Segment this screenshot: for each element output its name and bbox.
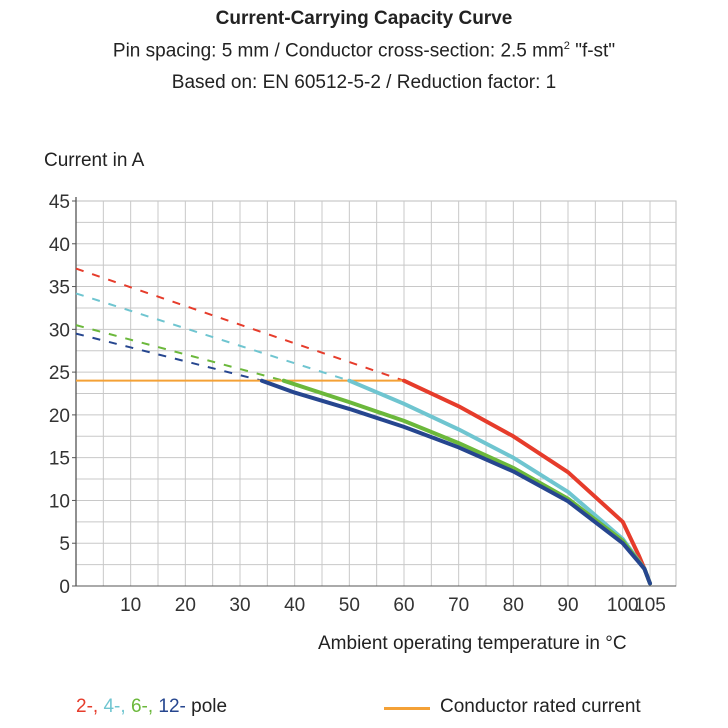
chart-title: Current-Carrying Capacity Curve bbox=[215, 8, 513, 29]
x-tick-label: 80 bbox=[503, 595, 524, 616]
chart-subtitle-spacing: Pin spacing: 5 mm / Conductor cross-sect… bbox=[0, 40, 728, 62]
legend-6-pole: 6- bbox=[130, 696, 148, 717]
x-tick-label: 60 bbox=[393, 595, 414, 616]
x-tick-label: 50 bbox=[339, 595, 360, 616]
series-6-pole-dashed-line bbox=[75, 324, 284, 382]
legend-sep: , bbox=[147, 696, 159, 717]
legend-sep: , bbox=[120, 696, 131, 717]
x-axis-label: Ambient operating temperature in °C bbox=[318, 633, 627, 654]
series-12-pole-line bbox=[259, 378, 652, 586]
y-tick-label: 35 bbox=[49, 278, 70, 299]
legend-4-pole: 4- bbox=[103, 696, 121, 717]
y-tick-label: 30 bbox=[49, 320, 70, 341]
x-tick-label: 10 bbox=[120, 595, 141, 616]
legend-pole-entries: 2-, 4-, 6-, 12- pole bbox=[76, 696, 227, 718]
legend-12-pole: 12- bbox=[158, 696, 186, 717]
chart-subtitle-standard: Based on: EN 60512-5-2 / Reduction facto… bbox=[171, 72, 557, 93]
legend-rated-current-swatch bbox=[384, 707, 430, 710]
y-tick-label: 45 bbox=[49, 192, 70, 213]
y-tick-label: 10 bbox=[49, 491, 70, 512]
x-tick-label: 20 bbox=[175, 595, 196, 616]
subtitle-suffix: "f-st" bbox=[569, 40, 616, 62]
legend-sep: , bbox=[92, 696, 104, 717]
series-2-pole-dashed-line bbox=[75, 267, 405, 382]
x-tick-label: 30 bbox=[229, 595, 250, 616]
x-tick-label: 100 bbox=[607, 595, 639, 616]
x-tick-label: 105 bbox=[634, 595, 666, 616]
legend-2-pole: 2- bbox=[76, 696, 93, 717]
legend-pole-word: pole bbox=[185, 696, 228, 717]
subtitle-spacing-text: Pin spacing: 5 mm / Conductor cross-sect… bbox=[112, 40, 564, 62]
y-tick-label: 5 bbox=[59, 534, 70, 555]
y-tick-label: 20 bbox=[49, 406, 70, 427]
subtitle-superscript: 2 bbox=[563, 40, 570, 52]
y-tick-label: 25 bbox=[49, 363, 70, 384]
series-4-pole-dashed-line bbox=[75, 292, 350, 382]
legend-rated-current: Conductor rated current bbox=[440, 696, 641, 717]
series-12-pole-dashed-line bbox=[75, 332, 263, 382]
y-tick-label: 15 bbox=[49, 449, 70, 470]
x-tick-label: 40 bbox=[284, 595, 305, 616]
x-tick-label: 70 bbox=[448, 595, 469, 616]
y-axis-label: Current in A bbox=[44, 150, 145, 171]
series-2-pole-line bbox=[402, 378, 652, 586]
x-tick-label: 90 bbox=[557, 595, 578, 616]
y-tick-label: 0 bbox=[59, 577, 70, 598]
y-tick-label: 40 bbox=[49, 235, 70, 256]
series-4-pole-line bbox=[347, 378, 652, 586]
